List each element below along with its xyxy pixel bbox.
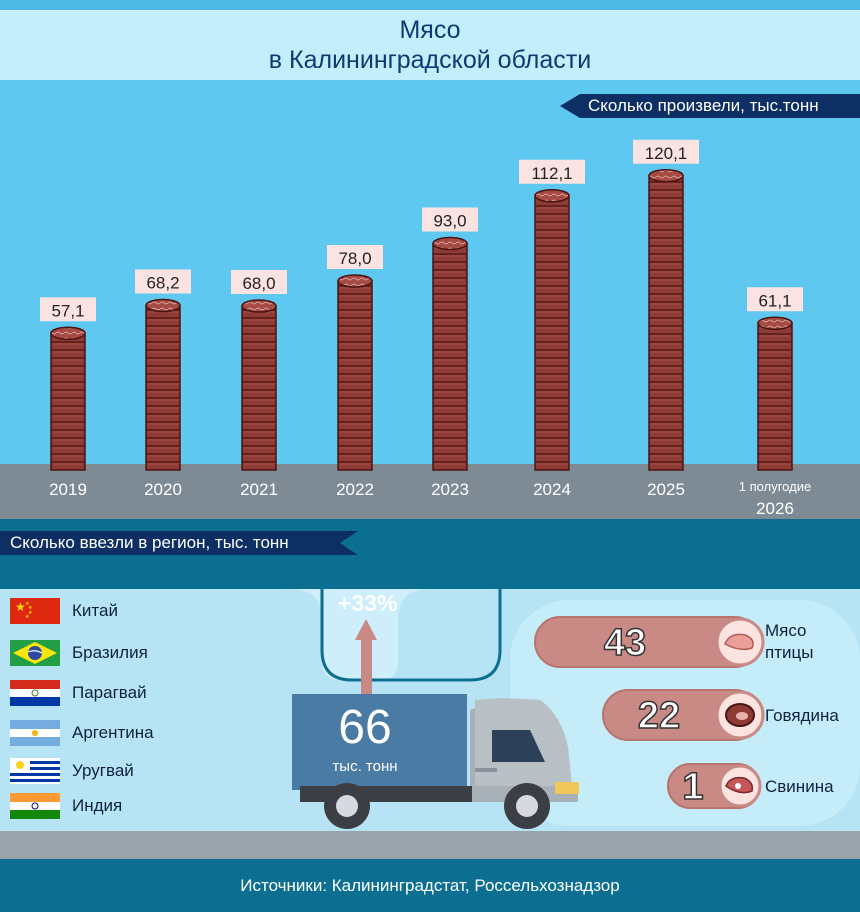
meat-value: 43 [604, 622, 646, 664]
bar-2024 [534, 189, 570, 471]
meat-value: 1 [682, 766, 703, 808]
footer-sources: Источники: Калининградстат, Россельхозна… [0, 859, 860, 912]
meat-label: Говядина [765, 706, 839, 725]
data-label: 112,1 [531, 164, 572, 183]
meat-label: Мясо [765, 621, 807, 640]
tick-label: 2020 [144, 480, 182, 499]
bar-1-полугодие-2026 [757, 316, 793, 471]
top-strip [0, 0, 860, 10]
bar-2021 [241, 299, 277, 471]
tick-label: 2024 [533, 480, 571, 499]
svg-text:★: ★ [15, 600, 26, 614]
brazil-flag-icon [10, 640, 60, 666]
imports-ribbon: Сколько ввезли в регион, тыс. тонн [0, 531, 358, 555]
svg-text:★: ★ [28, 610, 33, 616]
svg-text:★: ★ [25, 614, 30, 620]
tick-label: 2019 [49, 480, 87, 499]
svg-text:★: ★ [28, 605, 33, 611]
data-label: 120,1 [645, 144, 688, 163]
country-item: Уругвай [10, 756, 210, 786]
meat-label: Свинина [765, 777, 834, 796]
country-name: Китай [72, 601, 118, 620]
imports-notch-frame [320, 589, 502, 682]
bar-2019 [50, 326, 86, 471]
bar-2020 [145, 298, 181, 471]
imports-road [0, 831, 860, 859]
uruguay-flag-icon [10, 758, 60, 784]
page-title: Мясо [399, 16, 461, 44]
data-label: 57,1 [51, 301, 84, 320]
country-item: Индия [10, 791, 210, 821]
india-flag-icon [10, 793, 60, 819]
tick-label: 2026 [756, 499, 794, 518]
country-name: Бразилия [72, 643, 148, 662]
page-header: Мясо в Калининградской области [0, 10, 860, 80]
growth-arrow-icon [355, 619, 377, 698]
tick-label: 2025 [647, 480, 685, 499]
bar-2023 [432, 236, 468, 471]
meat-value: 22 [638, 695, 680, 737]
bar-2022 [337, 274, 373, 471]
value-label-bg [519, 159, 585, 184]
country-item: Бразилия [10, 638, 210, 668]
production-ribbon: Сколько произвели, тыс.тонн [560, 94, 860, 118]
data-label: 78,0 [338, 249, 371, 268]
imports-total-value: 66 [338, 701, 392, 754]
country-name: Индия [72, 796, 123, 815]
data-label: 93,0 [433, 212, 466, 231]
tick-label: 1 полугодие [739, 479, 811, 494]
svg-text:★: ★ [25, 601, 30, 607]
data-label: 68,2 [146, 274, 179, 293]
value-label-bg [231, 270, 287, 294]
value-label-bg [633, 139, 699, 164]
meat-label: птицы [765, 643, 813, 662]
data-label: 61,1 [758, 291, 791, 310]
production-ground [0, 464, 860, 519]
truck-icon [292, 694, 579, 829]
growth-percent: +33% [338, 590, 398, 616]
country-item: Парагвай [10, 678, 210, 708]
page-subtitle: в Калининградской области [268, 46, 592, 74]
value-label-bg [40, 297, 96, 322]
country-name: Парагвай [72, 683, 147, 702]
tick-label: 2021 [240, 480, 278, 499]
country-item: ★ ★ ★ ★ ★ Китай [10, 596, 210, 626]
meat-pills: 43 Мясо птицы 22 Говядина 1 Свинина [534, 616, 839, 809]
paraguay-flag-icon [10, 680, 60, 706]
value-label-bg [747, 287, 803, 312]
china-flag-icon: ★ ★ ★ ★ ★ [10, 598, 60, 624]
value-label-bg [327, 245, 383, 269]
value-label-bg [135, 269, 191, 294]
value-label-bg [422, 207, 478, 232]
argentina-flag-icon [10, 720, 60, 746]
tick-label: 2023 [431, 480, 469, 499]
data-label: 68,0 [242, 274, 275, 293]
bar-2025 [648, 169, 684, 471]
country-name: Уругвай [72, 761, 134, 780]
country-item: Аргентина [10, 718, 210, 748]
tick-label: 2022 [336, 480, 374, 499]
country-name: Аргентина [72, 723, 154, 742]
production-chart: 57,1 2019 68,2 2020 68,0 2021 78,0 2022 93,0 2023… [40, 139, 811, 518]
imports-total-unit: тыс. тонн [332, 758, 398, 775]
